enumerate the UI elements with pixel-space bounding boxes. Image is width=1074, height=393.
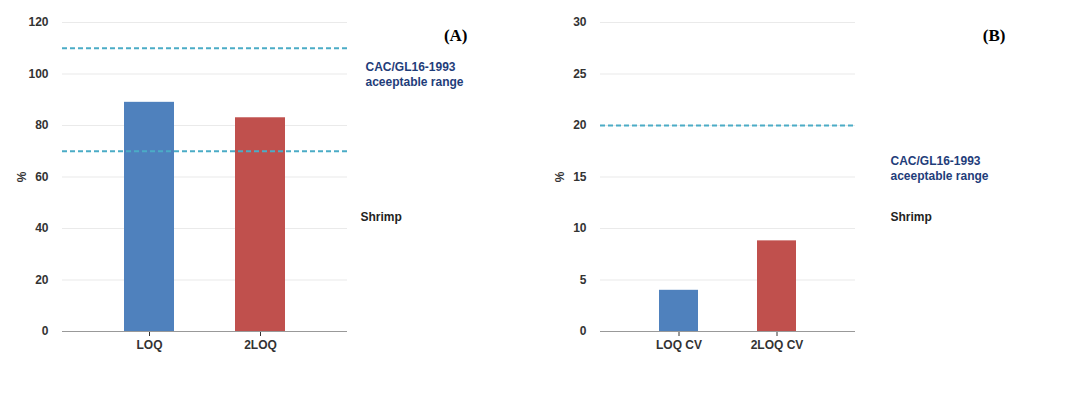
svg-text:LOQ CV: LOQ CV [656,338,702,352]
svg-text:%: % [15,171,29,182]
svg-text:10: 10 [573,221,587,235]
svg-text:30: 30 [573,15,587,29]
svg-text:100: 100 [28,67,48,81]
svg-text:(B): (B) [983,26,1006,45]
svg-text:20: 20 [573,118,587,132]
svg-text:5: 5 [580,273,587,287]
svg-text:0: 0 [42,324,49,338]
svg-text:80: 80 [35,118,49,132]
svg-text:Shrimp: Shrimp [891,210,932,224]
svg-text:%: % [553,171,567,182]
svg-text:Shrimp: Shrimp [361,210,402,224]
svg-text:2LOQ: 2LOQ [244,338,277,352]
svg-text:20: 20 [35,273,49,287]
svg-text:60: 60 [35,170,49,184]
svg-text:120: 120 [28,15,48,29]
svg-text:CAC/GL16-1993aceeptable range: CAC/GL16-1993aceeptable range [366,60,464,89]
svg-text:25: 25 [573,67,587,81]
svg-text:(A): (A) [444,26,468,45]
svg-text:15: 15 [573,170,587,184]
svg-text:40: 40 [35,221,49,235]
svg-text:CAC/GL16-1993aceeptable range: CAC/GL16-1993aceeptable range [891,154,989,183]
svg-text:LOQ: LOQ [137,338,163,352]
svg-text:0: 0 [580,324,587,338]
svg-text:2LOQ CV: 2LOQ CV [751,338,804,352]
